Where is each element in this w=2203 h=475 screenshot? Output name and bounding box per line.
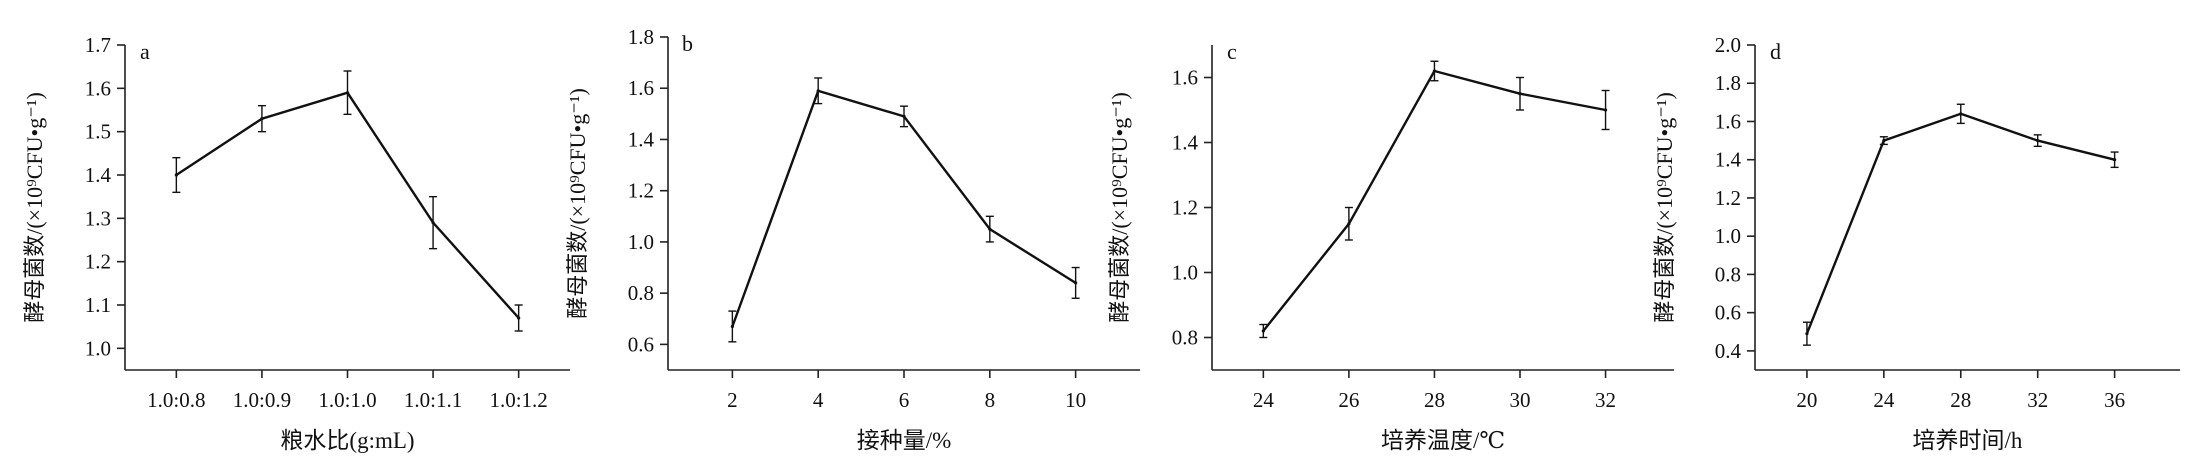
y-tick-label: 1.2: [1715, 186, 1741, 210]
y-tick-label: 1.4: [1715, 148, 1742, 172]
y-tick-label: 1.5: [85, 120, 111, 144]
x-axis-label: 培养温度/℃: [1381, 428, 1505, 453]
y-axis-label: 酵母菌数/(×10⁹CFU•g⁻¹): [1107, 92, 1132, 323]
chart-panel-a: a 1.0 1.1 1.2 1.3 1.4 1.5 1.6 1.7 1.0:0.8 1.0:0.9 1…: [22, 33, 570, 453]
x-tick-label: 28: [1950, 388, 1971, 412]
x-tick-label: 32: [1595, 388, 1616, 412]
panel-label: c: [1227, 39, 1237, 64]
panel-label: a: [140, 39, 150, 64]
x-axis-label: 粮水比(g:mL): [280, 428, 414, 453]
y-tick-label: 1.4: [1172, 131, 1199, 155]
panel-label: d: [1770, 39, 1781, 64]
chart-panel-d: d 0.4 0.6 0.8 1.0 1.2 1.4 1.6 1.8 2.0 20 24 28 32 36 培养…: [1652, 33, 2180, 453]
y-tick-label: 1.8: [1715, 71, 1741, 95]
x-tick-label: 8: [985, 388, 996, 412]
y-tick-label: 1.0: [628, 230, 654, 254]
y-axis-label: 酵母菌数/(×10⁹CFU•g⁻¹): [22, 92, 47, 323]
y-axis-label: 酵母菌数/(×10⁹CFU•g⁻¹): [1652, 92, 1677, 323]
panel-label: b: [682, 31, 693, 56]
data-point: [2036, 138, 2040, 143]
x-axis-label: 培养时间/h: [1913, 428, 2023, 453]
y-tick-label: 1.6: [1172, 66, 1198, 90]
y-tick-label: 1.2: [1172, 196, 1198, 220]
y-tick-label: 0.6: [628, 332, 654, 356]
data-point: [1805, 332, 1809, 336]
data-point: [816, 89, 820, 93]
y-tick-label: 0.8: [1172, 326, 1198, 350]
data-point: [517, 316, 521, 320]
x-tick-label: 20: [1796, 388, 1817, 412]
y-tick-label: 1.7: [85, 33, 111, 57]
y-tick-label: 1.2: [628, 179, 654, 203]
data-point: [1603, 108, 1608, 112]
data-point: [1261, 329, 1265, 333]
y-axis-label: 酵母菌数/(×10⁹CFU•g⁻¹): [565, 88, 590, 319]
y-tick-label: 0.4: [1715, 339, 1742, 363]
y-tick-label: 1.4: [85, 163, 112, 187]
y-tick-label: 1.0: [1715, 224, 1741, 248]
y-tick-label: 1.0: [1172, 261, 1198, 285]
data-line: [1262, 69, 1606, 332]
y-tick-label: 0.8: [1715, 262, 1741, 286]
x-tick-label: 1.0:1.0: [318, 388, 376, 412]
data-point: [730, 324, 734, 329]
y-tick-label: 0.8: [628, 281, 654, 305]
x-tick-label: 36: [2104, 388, 2125, 412]
x-tick-label: 10: [1065, 388, 1086, 412]
data-point: [988, 227, 992, 231]
data-line: [175, 91, 520, 319]
data-point: [260, 117, 264, 121]
x-tick-label: 1.0:1.2: [489, 388, 547, 412]
y-tick-label: 1.8: [628, 25, 654, 49]
x-tick-label: 32: [2027, 388, 2048, 412]
x-tick-label: 30: [1510, 388, 1531, 412]
y-tick-label: 1.6: [1715, 109, 1741, 133]
data-point: [1432, 69, 1437, 73]
y-tick-label: 1.6: [85, 76, 111, 100]
y-tick-label: 1.1: [85, 293, 111, 317]
x-tick-label: 6: [899, 388, 910, 412]
chart-panel-b: b 0.6 0.8 1.0 1.2 1.4 1.6 1.8 2 4 6 8 10 接种量/% 酵母菌数/(×…: [565, 25, 1140, 453]
x-tick-label: 1.0:0.9: [233, 388, 291, 412]
data-point: [1518, 92, 1522, 96]
y-tick-label: 1.2: [85, 250, 111, 274]
y-tick-label: 2.0: [1715, 33, 1741, 57]
x-axis-label: 接种量/%: [857, 428, 952, 453]
data-point: [1074, 281, 1078, 285]
x-tick-label: 24: [1253, 388, 1275, 412]
data-point: [1882, 138, 1886, 143]
x-tick-label: 24: [1873, 388, 1895, 412]
data-point: [902, 114, 906, 119]
x-tick-label: 4: [813, 388, 824, 412]
data-point: [2113, 158, 2117, 162]
y-tick-label: 1.0: [85, 336, 111, 360]
y-tick-label: 1.3: [85, 206, 111, 230]
data-point: [174, 173, 178, 177]
x-tick-label: 26: [1338, 388, 1359, 412]
y-tick-label: 0.6: [1715, 301, 1741, 325]
x-tick-label: 2: [727, 388, 738, 412]
data-point: [431, 221, 435, 225]
data-point: [1959, 112, 1963, 116]
y-tick-label: 1.4: [628, 127, 655, 151]
data-point: [1347, 222, 1351, 226]
x-tick-label: 1.0:0.8: [147, 388, 205, 412]
x-tick-label: 1.0:1.1: [404, 388, 462, 412]
data-point: [345, 91, 350, 95]
chart-panel-c: c 0.8 1.0 1.2 1.4 1.6 24 26 28 30 32 培养温度/℃ 酵母菌数/(×1…: [1107, 39, 1674, 453]
y-tick-label: 1.6: [628, 76, 654, 100]
x-tick-label: 28: [1424, 388, 1445, 412]
data-line: [1805, 112, 2115, 335]
